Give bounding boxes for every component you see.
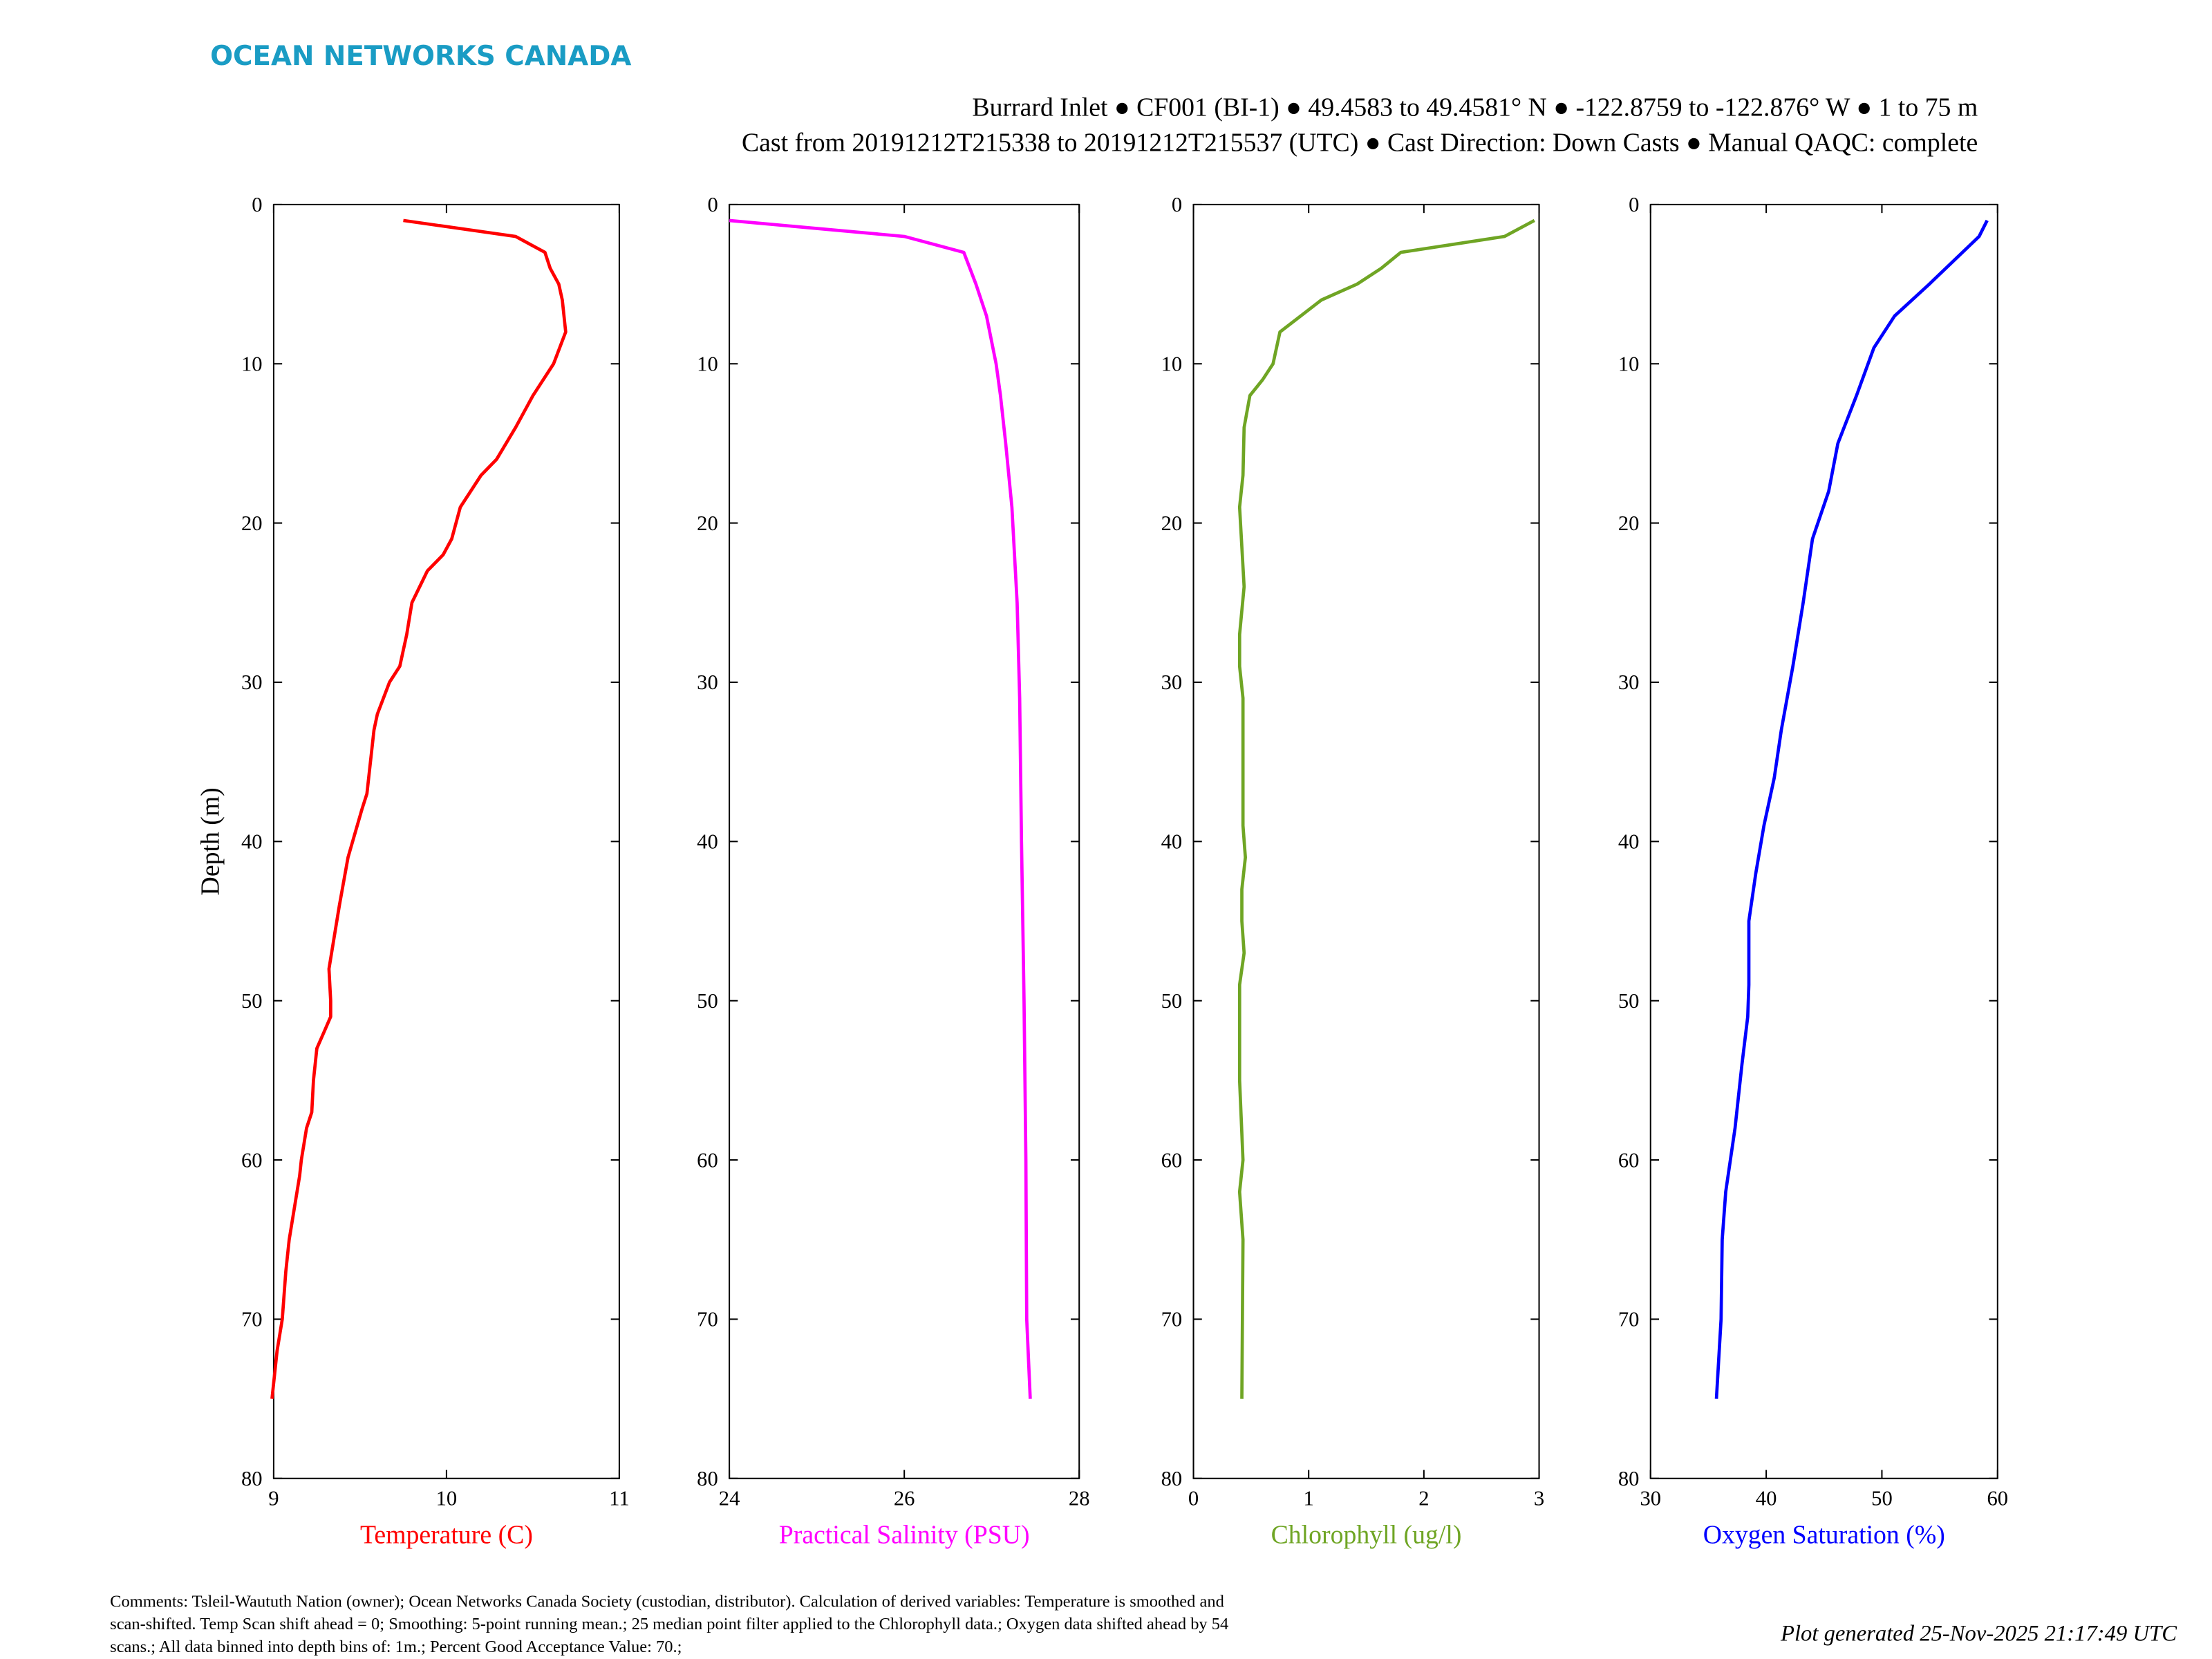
y-tick-label: 20 bbox=[697, 512, 718, 535]
plot-generated-timestamp: Plot generated 25-Nov-2025 21:17:49 UTC bbox=[1780, 1621, 2177, 1646]
header-line-1: Burrard Inlet ● CF001 (BI-1) ● 49.4583 t… bbox=[972, 93, 1978, 122]
y-tick-label: 60 bbox=[1161, 1148, 1183, 1172]
y-tick-label: 20 bbox=[1161, 512, 1183, 535]
x-axis-label: Chlorophyll (ug/l) bbox=[1271, 1521, 1462, 1550]
y-tick-label: 40 bbox=[1161, 830, 1183, 854]
y-tick-label: 70 bbox=[241, 1308, 263, 1331]
y-tick-label: 20 bbox=[1618, 512, 1640, 535]
profile-line bbox=[1714, 219, 1989, 1399]
y-tick-label: 10 bbox=[1618, 352, 1640, 375]
footer-comments-1: Comments: Tsleil-Waututh Nation (owner);… bbox=[110, 1592, 1224, 1611]
y-tick-label: 0 bbox=[1629, 193, 1639, 216]
x-tick-label: 50 bbox=[1871, 1487, 1893, 1510]
header-line-2: Cast from 20191212T215338 to 20191212T21… bbox=[742, 128, 1978, 157]
footer-comments-3: scans.; All data binned into depth bins … bbox=[110, 1638, 682, 1656]
x-tick-label: 10 bbox=[436, 1487, 458, 1510]
x-tick-label: 9 bbox=[268, 1487, 279, 1510]
axes-frame bbox=[272, 203, 620, 1479]
y-tick-label: 0 bbox=[707, 193, 718, 216]
y-tick-label: 80 bbox=[697, 1467, 718, 1490]
y-tick-label: 0 bbox=[1172, 193, 1182, 216]
x-tick-label: 2 bbox=[1418, 1487, 1429, 1510]
x-tick-label: 3 bbox=[1534, 1487, 1544, 1510]
x-tick-label: 60 bbox=[1987, 1487, 2008, 1510]
y-tick-label: 20 bbox=[241, 512, 263, 535]
footer-comments-2: scan-shifted. Temp Scan shift ahead = 0;… bbox=[110, 1615, 1228, 1633]
y-tick-label: 80 bbox=[1161, 1467, 1183, 1490]
y-tick-label: 70 bbox=[1161, 1308, 1183, 1331]
y-tick-label: 50 bbox=[1161, 989, 1183, 1013]
y-tick-label: 0 bbox=[252, 193, 262, 216]
y-tick-label: 50 bbox=[697, 989, 718, 1013]
y-tick-label: 80 bbox=[1618, 1467, 1640, 1490]
y-tick-label: 10 bbox=[1161, 352, 1183, 375]
x-axis-label: Temperature (C) bbox=[360, 1521, 533, 1550]
y-tick-label: 40 bbox=[697, 830, 718, 854]
x-tick-label: 40 bbox=[1756, 1487, 1777, 1510]
profile-line bbox=[729, 218, 1032, 1399]
y-tick-label: 10 bbox=[697, 352, 718, 375]
y-axis-label: Depth (m) bbox=[196, 787, 225, 895]
y-tick-label: 50 bbox=[1618, 989, 1640, 1013]
y-tick-label: 10 bbox=[241, 352, 263, 375]
y-tick-label: 40 bbox=[241, 830, 263, 854]
panel-1: 0 10 20 30 40 50 60 70 809 10 11 Temperature (C) Dep… bbox=[196, 193, 629, 1550]
y-tick-label: 30 bbox=[241, 671, 263, 694]
y-tick-label: 60 bbox=[1618, 1148, 1640, 1172]
axes-frame bbox=[1649, 203, 1998, 1479]
x-axis-label: Oxygen Saturation (%) bbox=[1703, 1521, 1945, 1550]
y-tick-label: 70 bbox=[1618, 1308, 1640, 1331]
y-tick-label: 30 bbox=[697, 671, 718, 694]
x-tick-label: 1 bbox=[1304, 1487, 1314, 1510]
y-tick-label: 60 bbox=[241, 1148, 263, 1172]
y-tick-label: 40 bbox=[1618, 830, 1640, 854]
x-tick-label: 26 bbox=[894, 1487, 915, 1510]
profile-line bbox=[1237, 218, 1535, 1399]
y-tick-label: 50 bbox=[241, 989, 263, 1013]
y-tick-label: 30 bbox=[1161, 671, 1183, 694]
x-tick-label: 24 bbox=[719, 1487, 740, 1510]
y-tick-label: 30 bbox=[1618, 671, 1640, 694]
x-tick-label: 11 bbox=[609, 1487, 629, 1510]
x-tick-label: 30 bbox=[1640, 1487, 1661, 1510]
x-tick-label: 28 bbox=[1069, 1487, 1090, 1510]
profile-line bbox=[270, 218, 568, 1399]
x-axis-label: Practical Salinity (PSU) bbox=[779, 1521, 1030, 1550]
y-tick-label: 70 bbox=[697, 1308, 718, 1331]
x-tick-label: 0 bbox=[1188, 1487, 1199, 1510]
y-tick-label: 80 bbox=[241, 1467, 263, 1490]
logo: OCEAN NETWORKS CANADA bbox=[210, 41, 631, 72]
y-tick-label: 60 bbox=[697, 1148, 718, 1172]
